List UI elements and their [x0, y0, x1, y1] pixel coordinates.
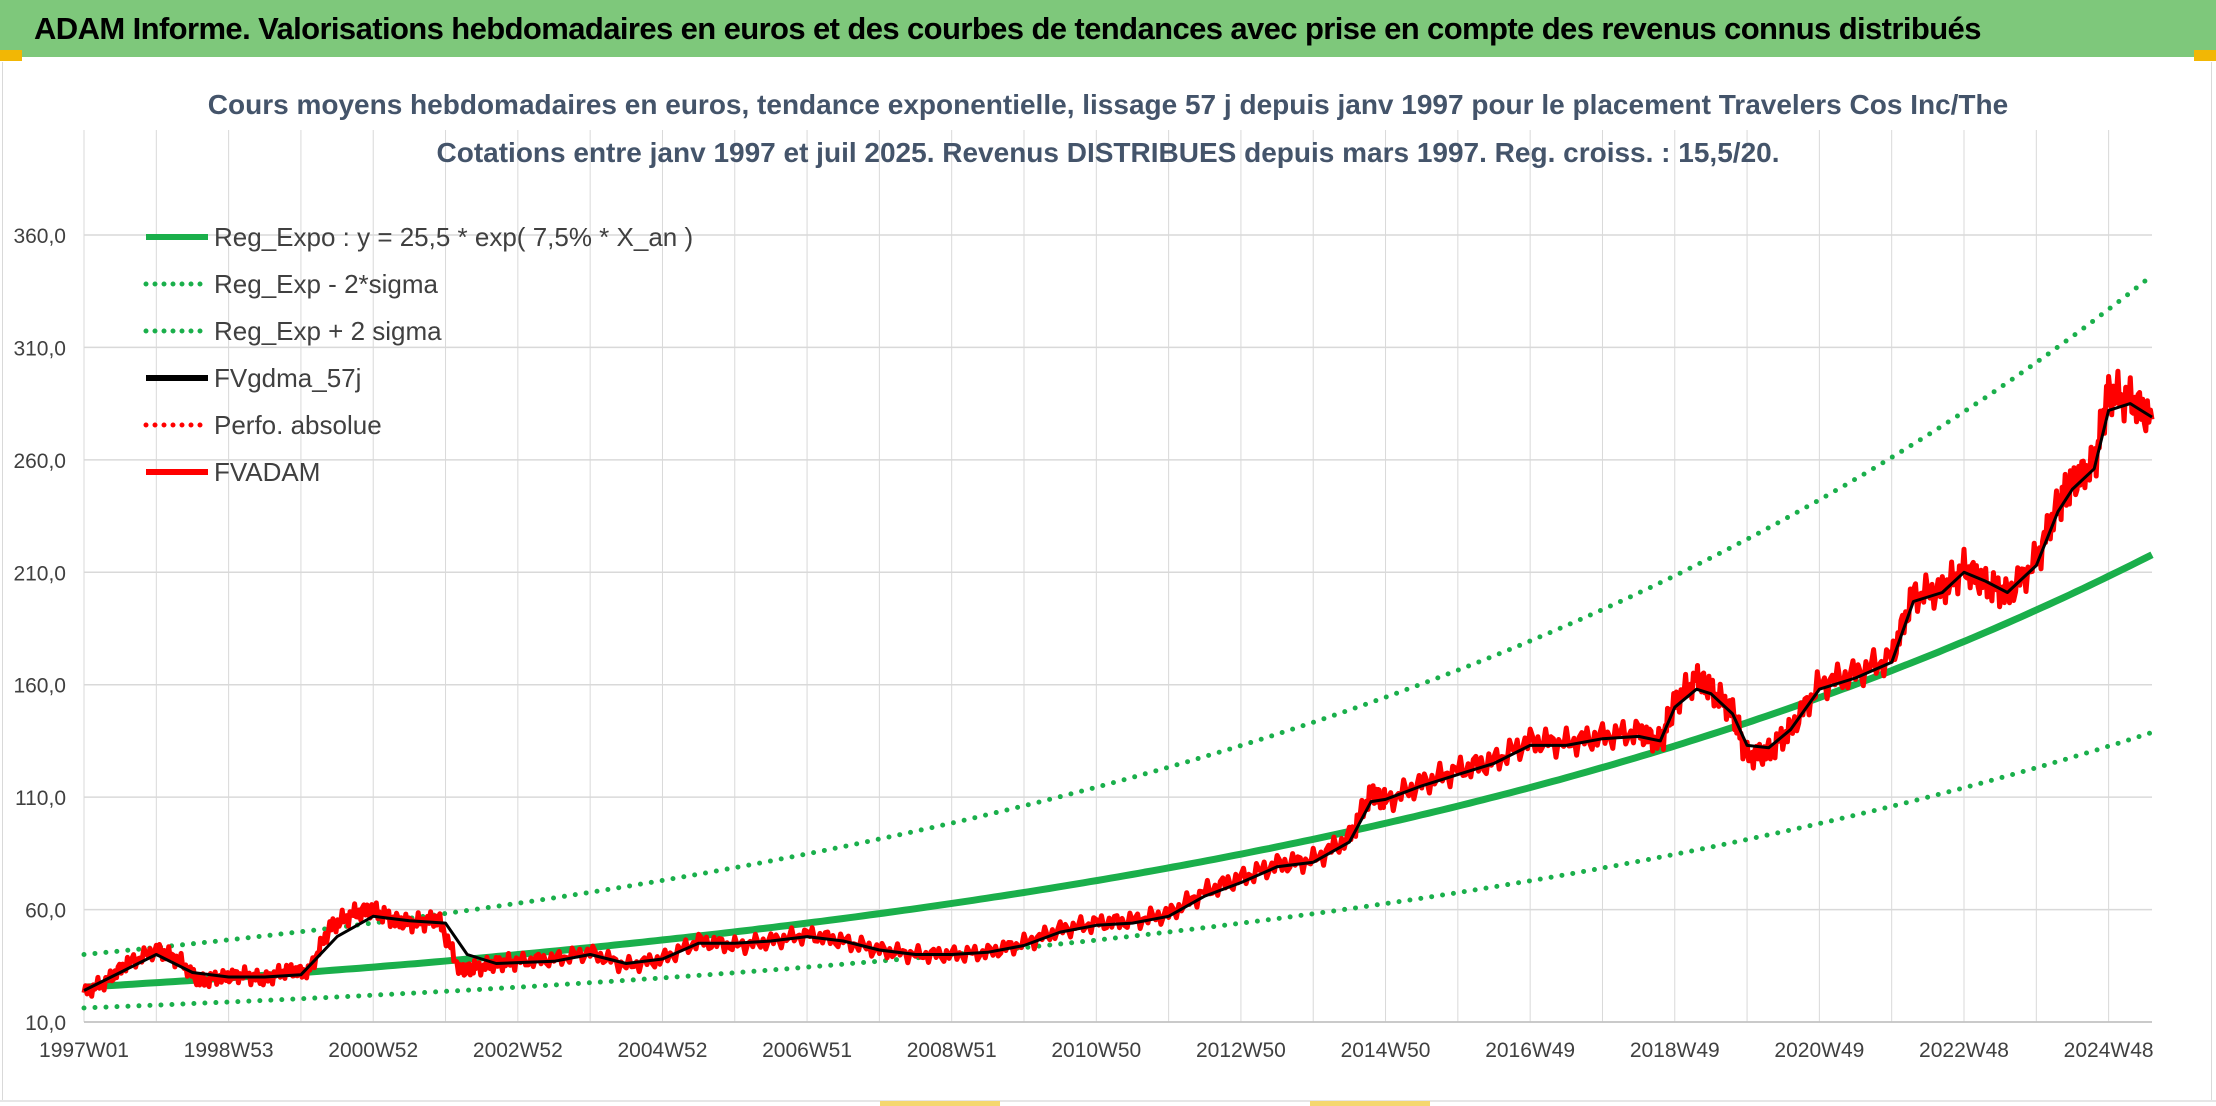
y-tick-label: 260,0: [13, 450, 66, 473]
y-tick-label: 160,0: [13, 675, 66, 698]
x-tick-label: 2002W52: [473, 1039, 563, 1062]
chart-frame: [2, 62, 2212, 1102]
x-tick-label: 1997W01: [39, 1039, 129, 1062]
y-tick-label: 210,0: [13, 562, 66, 585]
chart-title-line1: Cours moyens hebdomadaires en euros, ten…: [207, 89, 2009, 120]
legend-label: Reg_Expo : y = 25,5 * exp( 7,5% * X_an ): [214, 222, 693, 252]
x-tick-label: 2020W49: [1774, 1039, 1864, 1062]
legend-label: Reg_Exp + 2 sigma: [214, 316, 442, 346]
x-tick-label: 2010W50: [1051, 1039, 1141, 1062]
x-tick-label: 1998W53: [184, 1039, 274, 1062]
y-tick-label: 60,0: [25, 900, 66, 923]
legend-label: FVADAM: [214, 457, 320, 487]
x-tick-label: 2018W49: [1630, 1039, 1720, 1062]
bottom-border: [0, 1100, 2216, 1102]
trend-plus-2sigma-line: [81, 273, 2155, 957]
y-tick-label: 10,0: [25, 1012, 66, 1035]
header-corner-right: [2194, 50, 2216, 61]
x-tick-label: 2006W51: [762, 1039, 852, 1062]
legend-label: FVgdma_57j: [214, 363, 361, 393]
x-tick-label: 2024W48: [2064, 1039, 2154, 1062]
header-corner-left: [0, 50, 22, 61]
series-fvgdma-line: [83, 402, 2153, 992]
x-tick-label: 2000W52: [328, 1039, 418, 1062]
x-tick-label: 2004W52: [618, 1039, 708, 1062]
bottom-marker: [1310, 1101, 1430, 1106]
y-tick-label: 310,0: [13, 337, 66, 360]
bottom-marker: [880, 1101, 1000, 1106]
legend-label: Perfo. absolue: [214, 410, 382, 440]
x-tick-label: 2016W49: [1485, 1039, 1575, 1062]
report-title: ADAM Informe. Valorisations hebdomadaire…: [34, 11, 1981, 46]
x-tick-label: 2012W50: [1196, 1039, 1286, 1062]
x-tick-label: 2008W51: [907, 1039, 997, 1062]
y-tick-label: 360,0: [13, 225, 66, 248]
x-tick-label: 2014W50: [1341, 1039, 1431, 1062]
chart-title-line2: Cotations entre janv 1997 et juil 2025. …: [436, 137, 1780, 168]
legend-label: Reg_Exp - 2*sigma: [214, 269, 439, 299]
header-bar: [0, 0, 2216, 57]
series-fvadam-line: [81, 368, 2155, 999]
y-tick-label: 110,0: [15, 787, 66, 810]
x-tick-label: 2022W48: [1919, 1039, 2009, 1062]
